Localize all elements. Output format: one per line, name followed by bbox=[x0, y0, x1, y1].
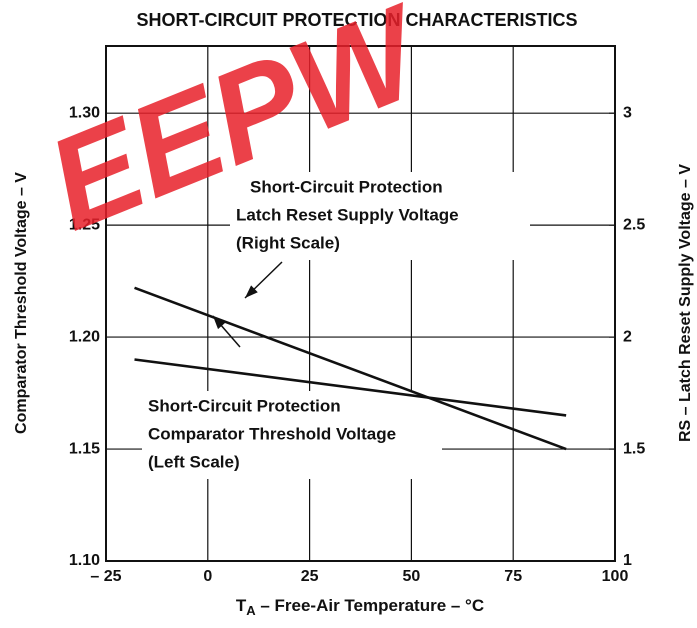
y-tick-label: 1.25 bbox=[69, 216, 100, 233]
y2-tick-label: 1.5 bbox=[623, 440, 645, 457]
line-series bbox=[134, 358, 567, 417]
chart-title: SHORT-CIRCUIT PROTECTION CHARACTERISTICS bbox=[137, 10, 578, 30]
y2-tick-label: 2 bbox=[623, 328, 632, 345]
y-tick-label: 1.20 bbox=[69, 328, 100, 345]
y-tick-label: 1.15 bbox=[69, 440, 100, 457]
plot: – 25 0 25 50 75 100 1.10 1.15 1.20 1.25 1.30 1 1.5 2 2… bbox=[69, 45, 645, 585]
y-axis-label: Comparator Threshold Voltage – V bbox=[13, 172, 30, 434]
annotation-text: (Right Scale) bbox=[236, 233, 340, 252]
x-tick-label: 100 bbox=[602, 568, 629, 585]
x-tick-label: 25 bbox=[301, 568, 319, 585]
annotation-text: (Left Scale) bbox=[148, 452, 240, 471]
annotation-backing bbox=[142, 391, 442, 479]
annotation-text: Comparator Threshold Voltage bbox=[148, 424, 396, 443]
annotation-text: Short-Circuit Protection bbox=[250, 177, 443, 196]
line-series bbox=[134, 286, 567, 451]
x-axis-label-symbol: T bbox=[236, 596, 247, 615]
y2-tick-label: 2.5 bbox=[623, 216, 645, 233]
y2-tick-label: 1 bbox=[623, 552, 632, 569]
plot-frame bbox=[105, 45, 616, 562]
y2-tick-label: 3 bbox=[623, 104, 632, 121]
x-tick-label: 75 bbox=[504, 568, 522, 585]
x-tick-label: – 25 bbox=[90, 568, 121, 585]
annotation-backing bbox=[230, 172, 530, 260]
x-tick-label: 50 bbox=[403, 568, 421, 585]
annotation-text: Latch Reset Supply Voltage bbox=[236, 205, 459, 224]
y-tick-label: 1.10 bbox=[69, 552, 100, 569]
x-axis-label-text: – Free-Air Temperature – °C bbox=[256, 596, 485, 615]
y-tick-label: 1.30 bbox=[69, 104, 100, 121]
annotation-text: Short-Circuit Protection bbox=[148, 396, 341, 415]
x-tick-label: 0 bbox=[203, 568, 212, 585]
annotation-arrowhead bbox=[245, 285, 258, 298]
x-axis-label: TA – Free-Air Temperature – °C bbox=[236, 596, 484, 618]
x-axis-label-subscript: A bbox=[246, 603, 256, 618]
y2-axis-label: RS – Latch Reset Supply Voltage – V bbox=[677, 164, 694, 442]
